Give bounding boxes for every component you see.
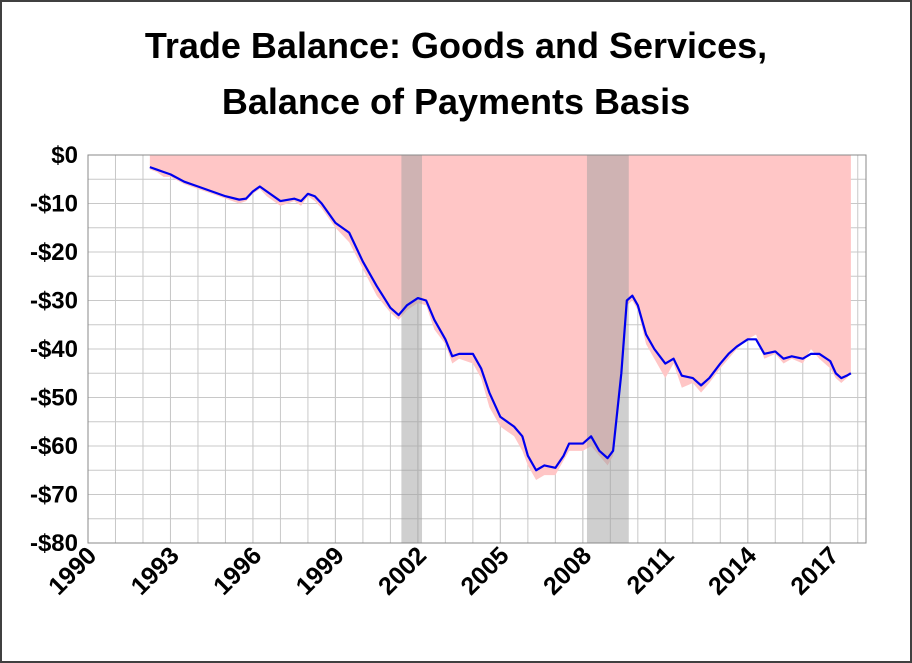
y-tick-label: -$50 [30, 385, 78, 412]
y-tick-label: -$10 [30, 191, 78, 218]
recession-band [586, 155, 629, 543]
y-tick-label: $0 [51, 142, 78, 169]
line [149, 166, 852, 472]
chart-title: Trade Balance: Goods and Services, [145, 25, 767, 66]
y-tick-label: -$60 [30, 433, 78, 460]
y-tick-label: -$30 [30, 288, 78, 315]
plot-area [87, 154, 867, 544]
chart-title: Balance of Payments Basis [222, 81, 690, 122]
y-tick-label: -$40 [30, 336, 78, 363]
recession-band [401, 155, 423, 543]
y-tick-label: -$80 [30, 530, 78, 557]
y-tick-label: -$70 [30, 482, 78, 509]
plot-border [87, 154, 867, 544]
y-tick-label: -$20 [30, 239, 78, 266]
area [149, 155, 851, 480]
